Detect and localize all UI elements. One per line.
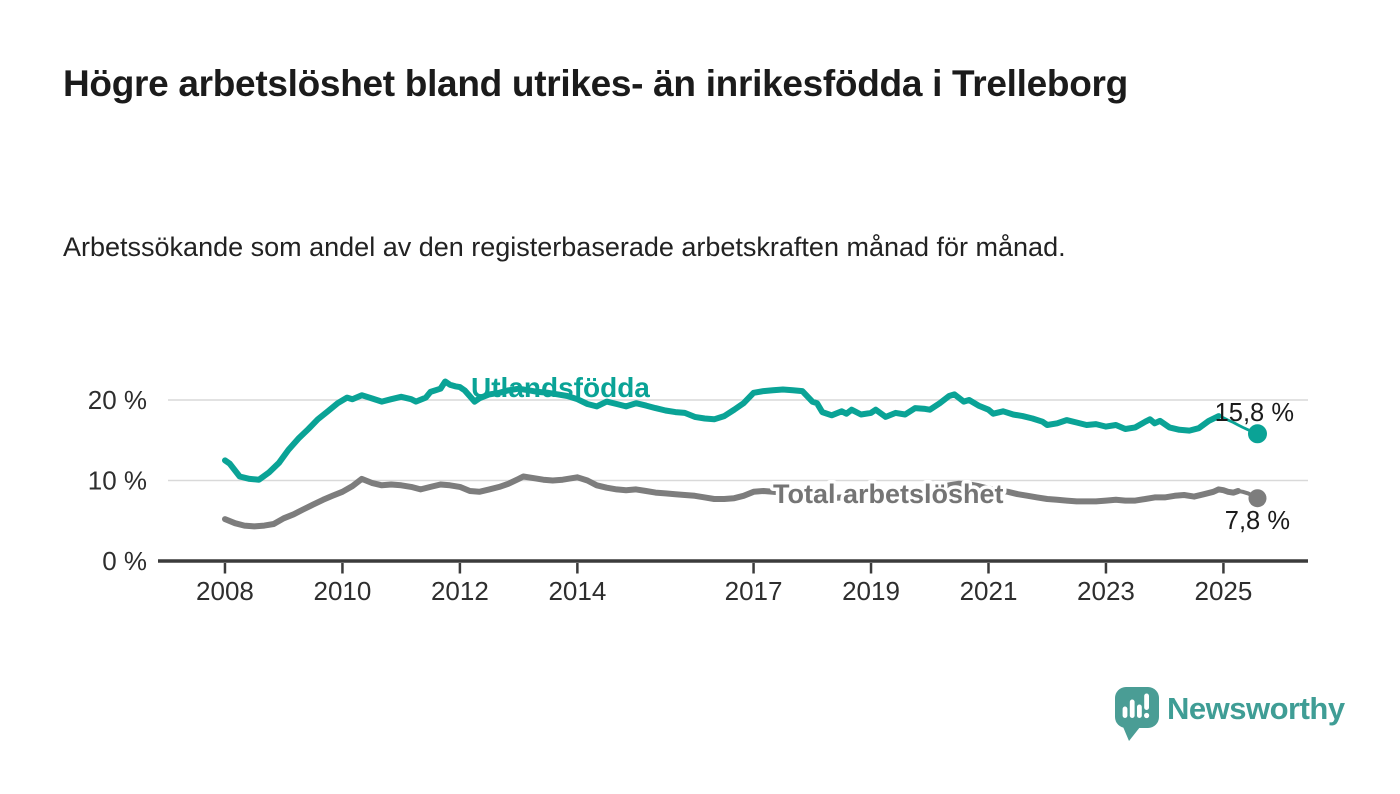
series-end-dot [1248, 489, 1267, 508]
x-tick-label: 2023 [1077, 576, 1135, 606]
y-axis-labels: 0 % 10 % 20 % [88, 385, 147, 576]
chart-subtitle: Arbetssökande som andel av den registerb… [63, 232, 1066, 262]
series-label-total: Total arbetslöshet [773, 479, 1004, 509]
series-lines [222, 378, 1267, 530]
series-labels: Utlandsfödda Total arbetslöshet 15,8 % 7,8 … [471, 372, 1294, 535]
x-tick-label: 2025 [1195, 576, 1253, 606]
x-tick-label: 2010 [314, 576, 372, 606]
x-tick-label: 2008 [196, 576, 254, 606]
y-tick-label: 20 % [88, 385, 147, 415]
series-label-utlandsfodda: Utlandsfödda [471, 372, 650, 403]
gridlines [168, 399, 1308, 482]
newsworthy-brand: Newsworthy [1115, 687, 1346, 741]
x-tick-label: 2019 [842, 576, 900, 606]
x-tick-label: 2017 [725, 576, 783, 606]
series-end-dot [1247, 424, 1267, 444]
x-axis: 2008 2010 2012 2014 2017 2019 2021 2023 2025 [158, 559, 1308, 606]
y-tick-label: 0 % [102, 546, 147, 576]
x-tick-label: 2012 [431, 576, 489, 606]
end-value-label-utlandsfodda: 15,8 % [1215, 399, 1294, 427]
end-value-label-total: 7,8 % [1225, 507, 1290, 535]
x-tick-label: 2014 [548, 576, 606, 606]
series-line-main [222, 378, 1222, 483]
page-title: Högre arbetslöshet bland utrikes- än inr… [63, 63, 1128, 104]
newsworthy-logo-icon [1115, 687, 1159, 741]
x-tick-label: 2021 [960, 576, 1018, 606]
series-line-main [222, 473, 1242, 530]
y-tick-label: 10 % [88, 466, 147, 496]
brand-name: Newsworthy [1167, 691, 1346, 726]
